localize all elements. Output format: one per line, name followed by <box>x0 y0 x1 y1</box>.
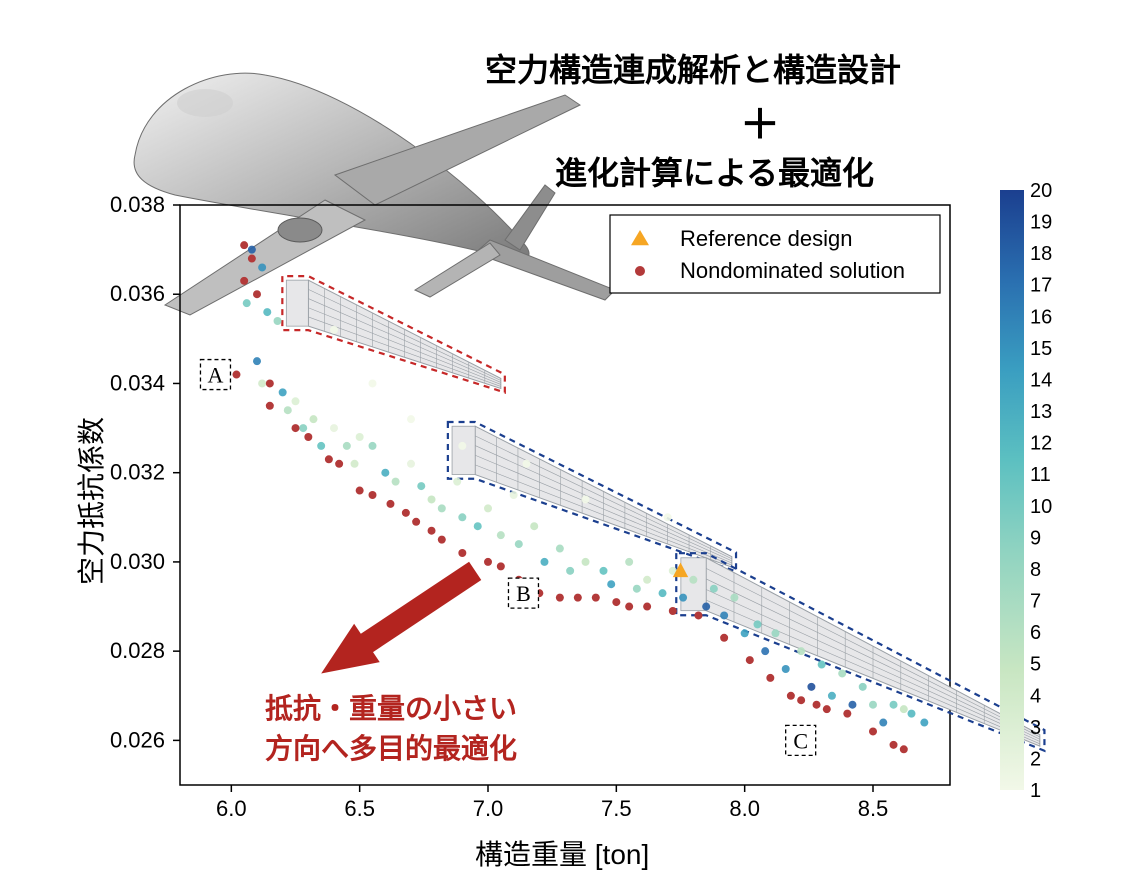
aircraft-illustration <box>134 73 615 315</box>
svg-text:7.0: 7.0 <box>473 796 504 821</box>
svg-text:0.038: 0.038 <box>110 192 165 217</box>
svg-text:15: 15 <box>1030 338 1052 360</box>
svg-text:3: 3 <box>1030 717 1041 739</box>
svg-text:19: 19 <box>1030 212 1052 234</box>
svg-text:14: 14 <box>1030 369 1052 391</box>
wing-insets <box>282 276 1044 751</box>
svg-text:0.034: 0.034 <box>110 370 165 395</box>
colorbar: 1234567891011121314151617181920 <box>1000 180 1052 802</box>
svg-text:A: A <box>208 363 224 388</box>
svg-text:0.036: 0.036 <box>110 281 165 306</box>
legend: Reference design Nondominated solution <box>610 215 940 293</box>
chart-svg: 6.06.57.07.58.08.5 0.0260.0280.0300.0320… <box>0 0 1132 895</box>
svg-text:0.026: 0.026 <box>110 727 165 752</box>
svg-text:0.028: 0.028 <box>110 638 165 663</box>
svg-text:10: 10 <box>1030 496 1052 518</box>
svg-text:17: 17 <box>1030 275 1052 297</box>
svg-text:11: 11 <box>1030 464 1051 486</box>
figure-stage: 空力構造連成解析と構造設計 ＋ 進化計算による最適化 構造重量 [ton] 空力… <box>0 0 1132 895</box>
svg-text:4: 4 <box>1030 685 1041 707</box>
svg-text:0.030: 0.030 <box>110 549 165 574</box>
svg-text:8: 8 <box>1030 559 1041 581</box>
svg-text:16: 16 <box>1030 306 1052 328</box>
svg-text:7.5: 7.5 <box>601 796 632 821</box>
svg-text:C: C <box>793 728 808 753</box>
svg-text:2: 2 <box>1030 748 1041 770</box>
svg-text:9: 9 <box>1030 527 1041 549</box>
svg-text:5: 5 <box>1030 654 1041 676</box>
svg-text:6: 6 <box>1030 622 1041 644</box>
x-ticks: 6.0 6.5 7.0 7.5 8.0 8.5 <box>216 785 888 821</box>
svg-text:0.032: 0.032 <box>110 460 165 485</box>
svg-text:13: 13 <box>1030 401 1052 423</box>
y-ticks: 0.026 0.028 0.030 0.032 0.034 0.036 0.038 <box>110 192 180 752</box>
svg-text:8.5: 8.5 <box>858 796 889 821</box>
direction-arrow <box>321 562 481 674</box>
svg-text:6.5: 6.5 <box>344 796 375 821</box>
svg-text:6.0: 6.0 <box>216 796 247 821</box>
svg-text:20: 20 <box>1030 180 1052 202</box>
svg-text:Reference design: Reference design <box>680 226 852 251</box>
svg-text:18: 18 <box>1030 243 1052 265</box>
svg-text:8.0: 8.0 <box>729 796 760 821</box>
svg-text:B: B <box>516 581 531 606</box>
svg-text:12: 12 <box>1030 433 1052 455</box>
svg-text:Nondominated solution: Nondominated solution <box>680 258 905 283</box>
svg-text:1: 1 <box>1030 780 1041 802</box>
svg-text:7: 7 <box>1030 591 1041 613</box>
